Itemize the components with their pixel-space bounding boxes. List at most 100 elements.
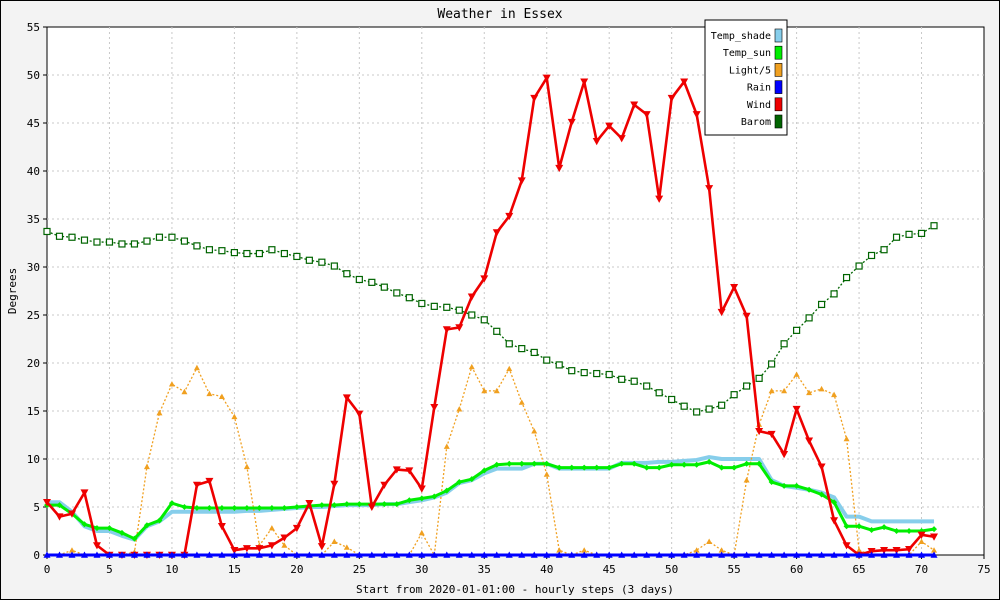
legend-label: Temp_shade xyxy=(711,31,771,42)
data-point-temp-sun xyxy=(468,476,475,483)
data-point-wind xyxy=(617,135,626,143)
data-point-temp-sun xyxy=(618,460,625,467)
data-point-barom xyxy=(842,273,851,282)
data-point-rain xyxy=(443,551,451,558)
data-point-barom xyxy=(343,270,351,278)
x-tick-label: 25 xyxy=(353,563,366,576)
data-point-wind xyxy=(630,101,639,109)
data-point-barom xyxy=(368,278,376,286)
data-point-barom xyxy=(493,327,501,335)
data-point-light-5 xyxy=(331,538,338,544)
data-point-temp-sun xyxy=(881,524,888,531)
data-point-rain xyxy=(643,551,651,558)
data-point-temp-sun xyxy=(656,464,663,471)
data-point-rain xyxy=(655,551,663,558)
data-point-rain xyxy=(55,551,63,558)
data-point-wind xyxy=(517,177,526,185)
data-point-wind xyxy=(217,523,226,531)
data-point-barom xyxy=(105,238,114,246)
x-tick-label: 65 xyxy=(852,563,865,576)
data-point-barom xyxy=(443,303,451,311)
legend-swatch xyxy=(774,97,783,112)
data-point-rain xyxy=(743,551,751,558)
data-point-barom xyxy=(892,233,901,241)
data-point-temp-sun xyxy=(131,535,138,542)
data-point-light-5 xyxy=(706,538,713,544)
legend-swatch xyxy=(774,63,783,77)
data-point-barom xyxy=(618,375,626,383)
data-point-rain xyxy=(155,551,163,558)
y-tick-label: 5 xyxy=(33,501,40,514)
data-point-light-5 xyxy=(68,547,75,553)
data-point-rain xyxy=(730,551,738,558)
data-point-rain xyxy=(830,551,838,558)
data-point-temp-sun xyxy=(481,467,488,474)
legend: Temp_shade Temp_sun Light/5 Rain Wind Barom xyxy=(704,19,788,136)
data-point-rain xyxy=(818,551,826,558)
data-point-wind xyxy=(480,275,489,283)
data-point-wind xyxy=(580,78,589,86)
data-point-barom xyxy=(655,389,663,397)
data-point-temp-sun xyxy=(281,504,288,511)
data-point-barom xyxy=(693,408,701,416)
data-point-temp-sun xyxy=(556,464,563,471)
data-point-light-5 xyxy=(931,547,938,553)
data-point-temp-sun xyxy=(168,500,175,507)
x-tick-label: 70 xyxy=(915,563,928,576)
data-point-wind xyxy=(467,293,476,301)
data-point-rain xyxy=(605,551,613,558)
data-point-wind xyxy=(817,463,826,471)
data-point-wind xyxy=(317,543,326,551)
data-point-rain xyxy=(680,551,688,558)
data-point-barom xyxy=(230,249,238,257)
data-point-light-5 xyxy=(193,364,200,371)
data-point-light-5 xyxy=(806,389,813,396)
data-point-rain xyxy=(293,551,301,558)
data-point-rain xyxy=(893,551,901,558)
data-point-rain xyxy=(218,551,226,558)
data-point-barom xyxy=(518,345,526,353)
data-point-barom xyxy=(568,367,576,375)
data-point-wind xyxy=(742,312,751,320)
data-point-barom xyxy=(605,370,613,379)
data-point-light-5 xyxy=(543,471,550,477)
y-tick-label: 0 xyxy=(33,549,40,562)
data-point-wind xyxy=(555,164,564,173)
data-point-wind xyxy=(842,542,851,550)
data-point-barom xyxy=(817,300,826,309)
data-point-rain xyxy=(468,551,476,558)
data-point-temp-sun xyxy=(606,464,613,471)
x-axis-title: Start from 2020-01-01:00 - hourly steps … xyxy=(356,583,674,596)
data-point-temp-sun xyxy=(56,502,63,509)
data-point-wind xyxy=(705,185,714,193)
data-point-temp-sun xyxy=(343,501,350,508)
data-point-wind xyxy=(655,195,664,203)
data-point-wind xyxy=(567,118,576,127)
data-point-light-5 xyxy=(518,399,525,405)
data-point-temp-sun xyxy=(356,501,363,508)
data-point-rain xyxy=(493,551,501,558)
data-point-wind xyxy=(92,542,101,550)
data-point-light-5 xyxy=(531,428,538,434)
data-point-barom xyxy=(68,233,76,241)
data-point-light-5 xyxy=(343,544,350,550)
data-point-wind xyxy=(267,542,276,550)
data-point-rain xyxy=(705,551,713,558)
y-tick-label: 10 xyxy=(27,453,40,466)
data-point-barom xyxy=(318,258,326,266)
data-point-rain xyxy=(718,551,726,558)
series-layer xyxy=(43,74,939,559)
y-tick-label: 30 xyxy=(27,261,40,274)
data-point-temp-sun xyxy=(793,482,800,489)
data-point-wind xyxy=(255,545,264,553)
data-point-barom xyxy=(880,246,888,254)
x-tick-label: 40 xyxy=(540,563,553,576)
data-point-temp-sun xyxy=(256,504,263,511)
data-point-barom xyxy=(480,316,488,324)
data-point-temp-sun xyxy=(443,487,450,494)
data-point-temp-sun xyxy=(831,499,838,506)
data-point-temp-sun xyxy=(393,501,400,508)
data-point-wind xyxy=(280,534,289,542)
data-point-wind xyxy=(417,485,426,493)
x-tick-label: 45 xyxy=(603,563,616,576)
